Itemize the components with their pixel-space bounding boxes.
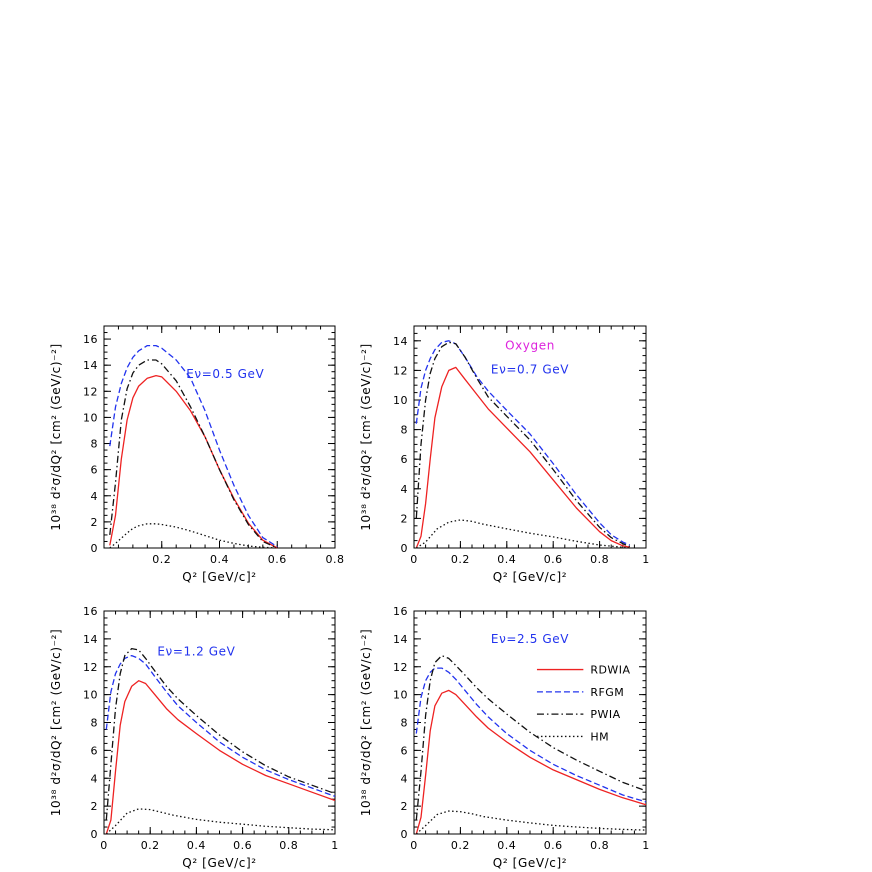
y-tick-label: 14 <box>83 359 98 372</box>
series-line-hm <box>109 523 278 549</box>
y-axis-title: 10³⁸ d²σ/dQ² [cm² (GeV/c)⁻²] <box>49 343 63 531</box>
series-line-rfgm <box>105 654 336 798</box>
y-axis-title: 10³⁸ d²σ/dQ² [cm² (GeV/c)⁻²] <box>49 629 63 817</box>
x-tick-label: 0.4 <box>497 553 516 566</box>
y-tick-label: 0 <box>401 828 409 841</box>
series-line-rfgm <box>109 344 278 548</box>
series-line-rdwia <box>415 689 647 835</box>
x-tick-label: 0.6 <box>544 553 563 566</box>
y-tick-label: 14 <box>393 335 408 348</box>
x-tick-label: 0.6 <box>268 553 287 566</box>
x-axis-title: Q² [GeV/c]² <box>493 570 567 584</box>
x-tick-label: 1 <box>642 553 650 566</box>
x-tick-label: 0.2 <box>152 553 171 566</box>
y-tick-label: 6 <box>91 744 99 757</box>
y-tick-label: 12 <box>393 364 408 377</box>
series-line-rdwia <box>105 680 336 835</box>
y-axis-title: 10³⁸ d²σ/dQ² [cm² (GeV/c)⁻²] <box>359 343 373 531</box>
annotation-label: Oxygen <box>505 339 555 353</box>
y-tick-label: 10 <box>393 394 408 407</box>
x-tick-label: 1 <box>642 839 650 852</box>
x-tick-label: 0.6 <box>233 839 252 852</box>
series-line-pwia <box>415 654 647 821</box>
y-tick-label: 14 <box>83 633 98 646</box>
series-line-hm <box>415 519 630 549</box>
series-line-pwia <box>109 359 278 549</box>
legend-label: HM <box>590 730 609 743</box>
x-axis-title: Q² [GeV/c]² <box>493 856 567 870</box>
y-tick-label: 4 <box>401 772 409 785</box>
y-tick-label: 12 <box>393 661 408 674</box>
y-tick-label: 16 <box>83 605 98 618</box>
x-tick-label: 0 <box>410 553 418 566</box>
series-line-pwia <box>415 341 631 548</box>
legend-label: PWIA <box>590 708 620 721</box>
x-tick-label: 0.4 <box>187 839 206 852</box>
series-line-hm <box>415 810 647 835</box>
x-tick-label: 0.8 <box>590 553 609 566</box>
series-line-rdwia <box>415 366 630 549</box>
y-tick-label: 10 <box>83 689 98 702</box>
series-line-rdwia <box>109 374 278 549</box>
x-tick-label: 0.4 <box>210 553 229 566</box>
legend-label: RFGM <box>590 686 624 699</box>
x-tick-label: 0.2 <box>451 553 470 566</box>
y-tick-label: 16 <box>393 605 408 618</box>
panel-top-left: 0.2 0.4 0.6 0.8 0 2 4 6 8 10 12 14 16 Q² [GeV/c]² 10³⁸… <box>49 325 345 584</box>
y-tick-label: 12 <box>83 385 98 398</box>
annotation-label: Eν=1.2 GeV <box>157 645 235 659</box>
x-tick-label: 0 <box>100 839 108 852</box>
y-tick-label: 12 <box>83 661 98 674</box>
x-tick-label: 0.4 <box>497 839 516 852</box>
y-tick-label: 2 <box>91 516 99 529</box>
y-tick-label: 6 <box>401 453 409 466</box>
x-tick-label: 0.2 <box>451 839 470 852</box>
y-tick-label: 10 <box>83 411 98 424</box>
series-line-hm <box>105 808 336 835</box>
y-tick-label: 0 <box>91 542 99 555</box>
series-line-rfgm <box>415 667 647 803</box>
x-tick-label: 1 <box>331 839 339 852</box>
x-tick-label: 0.6 <box>544 839 563 852</box>
y-tick-label: 2 <box>401 512 409 525</box>
x-tick-label: 0 <box>410 839 418 852</box>
x-tick-label: 0.8 <box>326 553 345 566</box>
y-tick-label: 0 <box>401 542 409 555</box>
y-tick-label: 14 <box>393 633 408 646</box>
plot-frame <box>413 325 647 549</box>
x-tick-label: 0.8 <box>279 839 298 852</box>
annotation-label: Eν=0.5 GeV <box>186 367 264 381</box>
x-tick-label: 0.2 <box>141 839 160 852</box>
x-axis-title: Q² [GeV/c]² <box>182 570 256 584</box>
y-tick-label: 8 <box>91 438 99 451</box>
y-axis-title: 10³⁸ d²σ/dQ² [cm² (GeV/c)⁻²] <box>359 629 373 817</box>
annotation-label: Eν=0.7 GeV <box>491 362 569 376</box>
legend-label: RDWIA <box>590 664 630 677</box>
y-tick-label: 10 <box>393 689 408 702</box>
y-tick-label: 8 <box>91 717 99 730</box>
y-tick-label: 8 <box>401 424 409 437</box>
y-tick-label: 6 <box>91 464 99 477</box>
y-tick-label: 4 <box>91 772 99 785</box>
series-line-rfgm <box>415 340 631 546</box>
y-tick-label: 0 <box>91 828 99 841</box>
x-tick-label: 0.8 <box>590 839 609 852</box>
plot-frame <box>103 325 336 549</box>
y-tick-label: 4 <box>91 490 99 503</box>
x-axis-title: Q² [GeV/c]² <box>182 856 256 870</box>
y-tick-label: 4 <box>401 483 409 496</box>
series-line-pwia <box>105 647 336 821</box>
y-tick-label: 2 <box>401 800 409 813</box>
y-tick-label: 2 <box>91 800 99 813</box>
y-tick-label: 6 <box>401 744 409 757</box>
annotation-label: Eν=2.5 GeV <box>491 632 569 646</box>
y-tick-label: 16 <box>83 333 98 346</box>
y-tick-label: 8 <box>401 717 409 730</box>
